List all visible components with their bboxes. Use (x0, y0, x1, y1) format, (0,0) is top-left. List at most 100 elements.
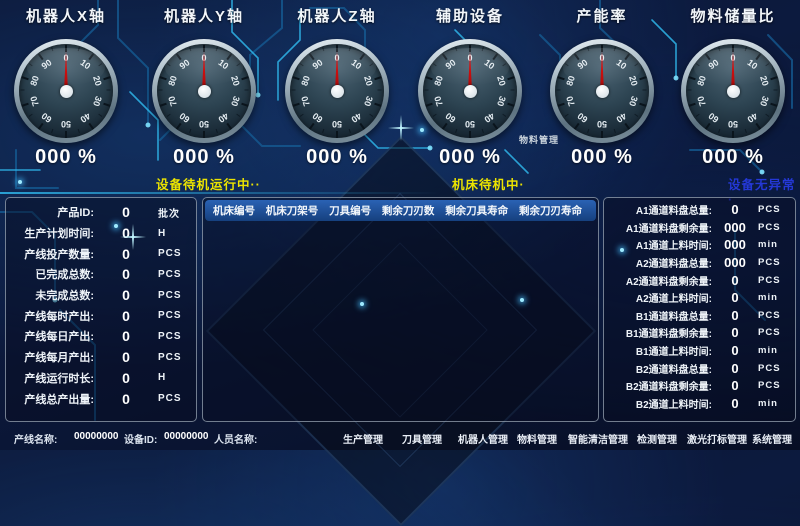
gauge-title: 机器人Y轴 (163, 8, 244, 25)
stat-unit: PCS (158, 268, 182, 280)
channel-label: A2通道上料时间: (635, 294, 712, 306)
channel-value: 0 (731, 395, 739, 411)
gauge-title: 产能率 (576, 8, 628, 25)
channel-unit: PCS (758, 380, 781, 392)
channel-value: 0 (731, 272, 739, 288)
stat-label: 产线每日产出: (24, 331, 94, 344)
channel-unit: PCS (758, 274, 781, 286)
gauge-dial: 0102030405060708090 (152, 39, 256, 143)
stat-label: 产线每月产出: (24, 352, 94, 365)
menu-tool-management[interactable]: 刀具管理 (402, 435, 442, 446)
device-id-label: 设备ID: (124, 435, 158, 446)
stat-label: 产线每时产出: (24, 310, 94, 323)
channel-unit: PCS (758, 204, 781, 216)
menu-robot-management[interactable]: 机器人管理 (458, 435, 508, 446)
channel-label: B2通道料盘剩余量: (625, 382, 712, 394)
stat-value: 0 (122, 349, 130, 366)
gauge-title: 辅助设备 (435, 8, 504, 25)
channel-row: B1通道料盘剩余量: 0 PCS (604, 324, 795, 342)
channel-value: 000 (724, 237, 746, 253)
channel-unit: PCS (758, 309, 781, 321)
stat-label: 产线运行时长: (24, 372, 94, 385)
channel-unit: PCS (758, 362, 781, 374)
channel-label: A1通道料盘剩余量: (625, 223, 712, 235)
stat-value: 0 (122, 225, 130, 242)
gauge-value: 000 % (439, 146, 501, 168)
gauge-needle-icon (600, 51, 604, 91)
menu-inspection-management[interactable]: 检测管理 (637, 435, 677, 446)
glow-dot (420, 128, 424, 132)
channel-value: 000 (724, 219, 746, 235)
menu-material-management[interactable]: 物料管理 (517, 435, 557, 446)
channel-row: A2通道料盘总量: 000 PCS (604, 254, 795, 272)
gauge-title: 物料储量比 (690, 8, 776, 25)
glow-dot (620, 248, 624, 252)
channel-row: B2通道料盘总量: 0 PCS (604, 359, 795, 377)
gauge-hub (726, 84, 740, 98)
channel-unit: PCS (758, 257, 781, 269)
cross-glint (388, 115, 414, 141)
gauge-robot-y-axis: 机器人Y轴 0102030405060708090 000 % (142, 6, 266, 169)
channel-value: 0 (731, 202, 739, 218)
stat-row: 产线投产数量: 0 PCS (6, 243, 196, 264)
gauge-dial: 0102030405060708090 (550, 39, 654, 143)
gauge-value: 000 % (306, 146, 368, 168)
footer-bar: 产线名称: 00000000 设备ID: 00000000 人员名称: 生产管理… (0, 424, 800, 450)
channel-value: 0 (731, 290, 739, 306)
menu-laser-marking-management[interactable]: 激光打标管理 (687, 435, 747, 446)
status-machine-standby: 机床待机中· (452, 178, 525, 192)
material-management-mini-label: 物料管理 (519, 135, 560, 145)
channel-value: 0 (731, 343, 739, 359)
channel-row: A2通道料盘剩余量: 0 PCS (604, 271, 795, 289)
stat-unit: H (158, 227, 167, 239)
stat-unit: PCS (158, 330, 182, 342)
channel-label: B1通道料盘总量: (635, 311, 712, 323)
gauge-value: 000 % (35, 146, 97, 168)
channel-unit: min (758, 397, 778, 409)
channel-value: 0 (731, 378, 739, 394)
column-header: 机床刀架号 (265, 205, 319, 217)
gauge-auxiliary-equipment: 辅助设备 0102030405060708090 000 % (408, 6, 532, 169)
stat-unit: H (158, 372, 167, 384)
stat-value: 0 (122, 307, 130, 324)
gauge-needle-icon (335, 51, 339, 91)
stat-row: 生产计划时间: 0 H (6, 223, 196, 244)
channel-row: B2通道料盘剩余量: 0 PCS (604, 377, 795, 395)
gauge-hub (197, 84, 211, 98)
gauge-needle-icon (468, 51, 472, 91)
section-divider-glow (0, 192, 440, 194)
channel-row: B2通道上料时间: 0 min (604, 395, 795, 413)
channel-unit: min (758, 292, 778, 304)
stat-row: 产线每月产出: 0 PCS (6, 347, 196, 368)
tool-table-header: 机床编号 机床刀架号 刀具编号 剩余刀刃数 剩余刀具寿命 剩余刀刃寿命 (205, 200, 596, 221)
gauge-face: 0102030405060708090 (423, 44, 517, 138)
channel-label: B2通道上料时间: (635, 399, 712, 411)
cross-glint (120, 224, 146, 250)
gauge-needle-icon (731, 51, 735, 91)
tool-table-panel: 机床编号 机床刀架号 刀具编号 剩余刀刃数 剩余刀具寿命 剩余刀刃寿命 (202, 197, 599, 422)
menu-system-management[interactable]: 系统管理 (752, 435, 792, 446)
channel-row: A1通道料盘总量: 0 PCS (604, 201, 795, 219)
channel-row: B1通道料盘总量: 0 PCS (604, 307, 795, 325)
gauge-title: 机器人Z轴 (297, 8, 377, 25)
stat-value: 0 (122, 369, 130, 386)
gauge-material-storage-ratio: 物料储量比 0102030405060708090 000 % (671, 6, 795, 169)
column-header: 剩余刀刃数 (381, 205, 435, 217)
glow-dot (520, 298, 524, 302)
stat-unit: PCS (158, 248, 182, 260)
channel-label: B1通道上料时间: (635, 347, 712, 359)
gauge-title: 机器人X轴 (25, 8, 106, 25)
menu-production-management[interactable]: 生产管理 (343, 435, 383, 446)
channel-row: A1通道料盘剩余量: 000 PCS (604, 219, 795, 237)
stat-unit: 批次 (158, 208, 180, 220)
stat-label: 已完成总数: (35, 269, 94, 282)
channel-row: A2通道上料时间: 0 min (604, 289, 795, 307)
gauge-hub (330, 84, 344, 98)
channel-row: A1通道上料时间: 000 min (604, 236, 795, 254)
column-header: 刀具编号 (329, 205, 372, 217)
channel-unit: min (758, 239, 778, 251)
menu-smart-cleaning-management[interactable]: 智能清洁管理 (568, 435, 628, 446)
status-device-standby: 设备待机运行中·· (156, 178, 261, 192)
channel-value: 0 (731, 307, 739, 323)
gauge-capacity-rate: 产能率 0102030405060708090 000 % (540, 6, 664, 169)
